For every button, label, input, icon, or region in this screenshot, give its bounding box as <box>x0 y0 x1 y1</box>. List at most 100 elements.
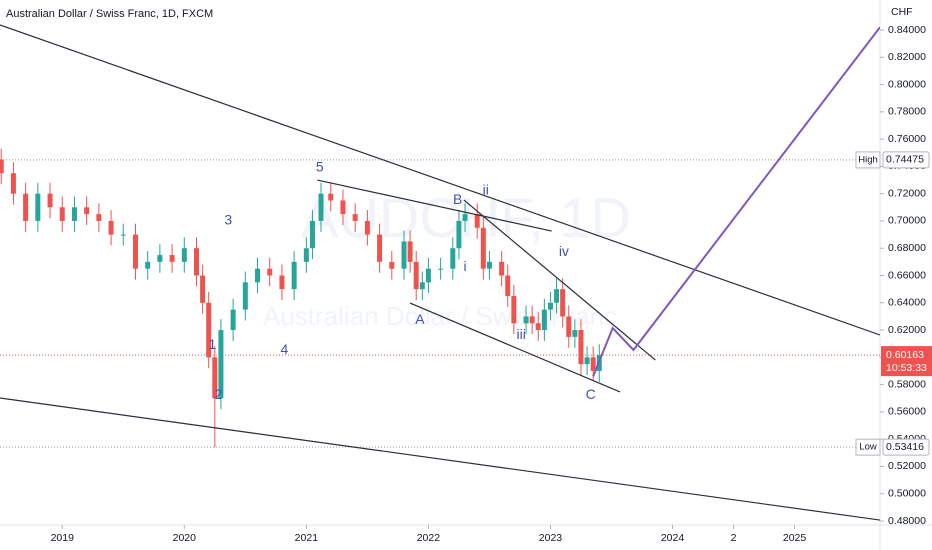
candle-body <box>47 193 53 208</box>
candle-body <box>389 261 395 269</box>
candle-body <box>120 234 126 236</box>
candle-body <box>413 261 419 290</box>
candle-body <box>529 316 535 324</box>
candle-body <box>523 316 529 324</box>
x-tick-label: 2022 <box>417 532 441 544</box>
wave-label: 1 <box>208 336 216 352</box>
candle-body <box>328 193 334 201</box>
trend-line <box>592 26 880 377</box>
candle-body <box>425 268 431 283</box>
candle-body <box>212 357 218 399</box>
candle-body <box>352 214 358 221</box>
y-tick-label: 0.84000 <box>888 24 926 36</box>
y-tick-label: 0.72000 <box>888 187 926 199</box>
last-price-box <box>881 346 932 377</box>
x-tick-label: 2 <box>731 532 737 544</box>
wave-label: C <box>586 386 596 402</box>
wave-label: A <box>415 311 425 327</box>
candle-body <box>566 316 572 337</box>
candle-body <box>145 261 151 269</box>
candle-body <box>318 193 324 221</box>
candle-body <box>279 275 285 290</box>
candle-body <box>267 268 273 276</box>
candle-body <box>10 173 16 194</box>
chart-title: Australian Dollar / Swiss Franc, 1D, FXC… <box>6 8 213 20</box>
candle-body <box>541 309 547 331</box>
y-tick-label: 0.56000 <box>888 406 926 418</box>
y-tick-label: 0.64000 <box>888 297 926 309</box>
level-value-box <box>882 151 930 169</box>
candle-body <box>206 302 212 358</box>
candle-body <box>242 282 248 310</box>
x-tick-label: 2019 <box>51 532 75 544</box>
candle-body <box>230 309 236 331</box>
candle-body <box>340 200 346 215</box>
y-tick-label: 0.70000 <box>888 215 926 227</box>
candle-body <box>23 193 29 221</box>
candle-body <box>218 330 224 399</box>
trend-line <box>463 199 656 361</box>
candle-body <box>108 220 114 235</box>
trend-line <box>317 179 552 232</box>
candle-body <box>486 261 492 269</box>
level-value: 0.74475 <box>886 154 924 166</box>
candle-body <box>547 302 553 310</box>
candle-body <box>456 220 462 249</box>
wave-label: 4 <box>280 341 288 357</box>
y-tick-label: 0.82000 <box>888 51 926 63</box>
candle-body <box>181 248 187 262</box>
wave-label: ii <box>483 182 489 198</box>
candle-body <box>169 255 175 262</box>
y-tick-label: 0.68000 <box>888 242 926 254</box>
x-tick-label: 2020 <box>173 532 197 544</box>
last-price-label: 0.60163 <box>886 349 924 361</box>
candle-body <box>474 214 480 228</box>
candle-body <box>84 207 90 215</box>
candle-body <box>511 295 517 324</box>
x-tick-label: 2025 <box>783 532 807 544</box>
candle-body <box>438 268 444 270</box>
candle-body <box>572 330 578 337</box>
candle-body <box>157 255 163 262</box>
y-tick-label: 0.58000 <box>888 378 926 390</box>
x-tick-label: 2023 <box>539 532 563 544</box>
candle-body <box>200 275 206 303</box>
candle-body <box>132 234 138 269</box>
candle-body <box>578 330 584 365</box>
candle-body <box>560 289 566 317</box>
y-tick-label: 0.80000 <box>888 78 926 90</box>
x-tick-label: 2021 <box>295 532 319 544</box>
candle-body <box>462 214 468 221</box>
candle-body <box>291 261 297 290</box>
wave-label: B <box>453 191 462 207</box>
wave-label: iv <box>559 243 569 259</box>
y-tick-label: 0.78000 <box>888 106 926 118</box>
wave-label: 2 <box>215 386 223 402</box>
candle-body <box>535 323 541 331</box>
candle-body <box>584 357 590 365</box>
wave-label: iii <box>516 326 525 342</box>
candle-body <box>255 268 261 283</box>
candle-body <box>401 241 407 269</box>
candle-body <box>377 234 383 262</box>
wave-label: 3 <box>224 212 232 228</box>
level-name-box <box>855 438 881 456</box>
candle-body <box>499 261 505 276</box>
candle-body <box>364 220 370 235</box>
y-tick-label: 0.76000 <box>888 133 926 145</box>
candle-body <box>309 220 315 249</box>
candle-body <box>71 207 77 221</box>
candle-body <box>419 282 425 290</box>
level-name: High <box>858 154 878 165</box>
trend-line <box>0 397 880 521</box>
level-name: Low <box>859 442 877 453</box>
candle-body <box>407 241 413 262</box>
y-tick-label: 0.52000 <box>888 460 926 472</box>
wave-label: 5 <box>316 158 324 174</box>
trend-line <box>0 24 880 336</box>
countdown: 10:53:33 <box>886 362 927 374</box>
y-tick-label: 0.62000 <box>888 324 926 336</box>
